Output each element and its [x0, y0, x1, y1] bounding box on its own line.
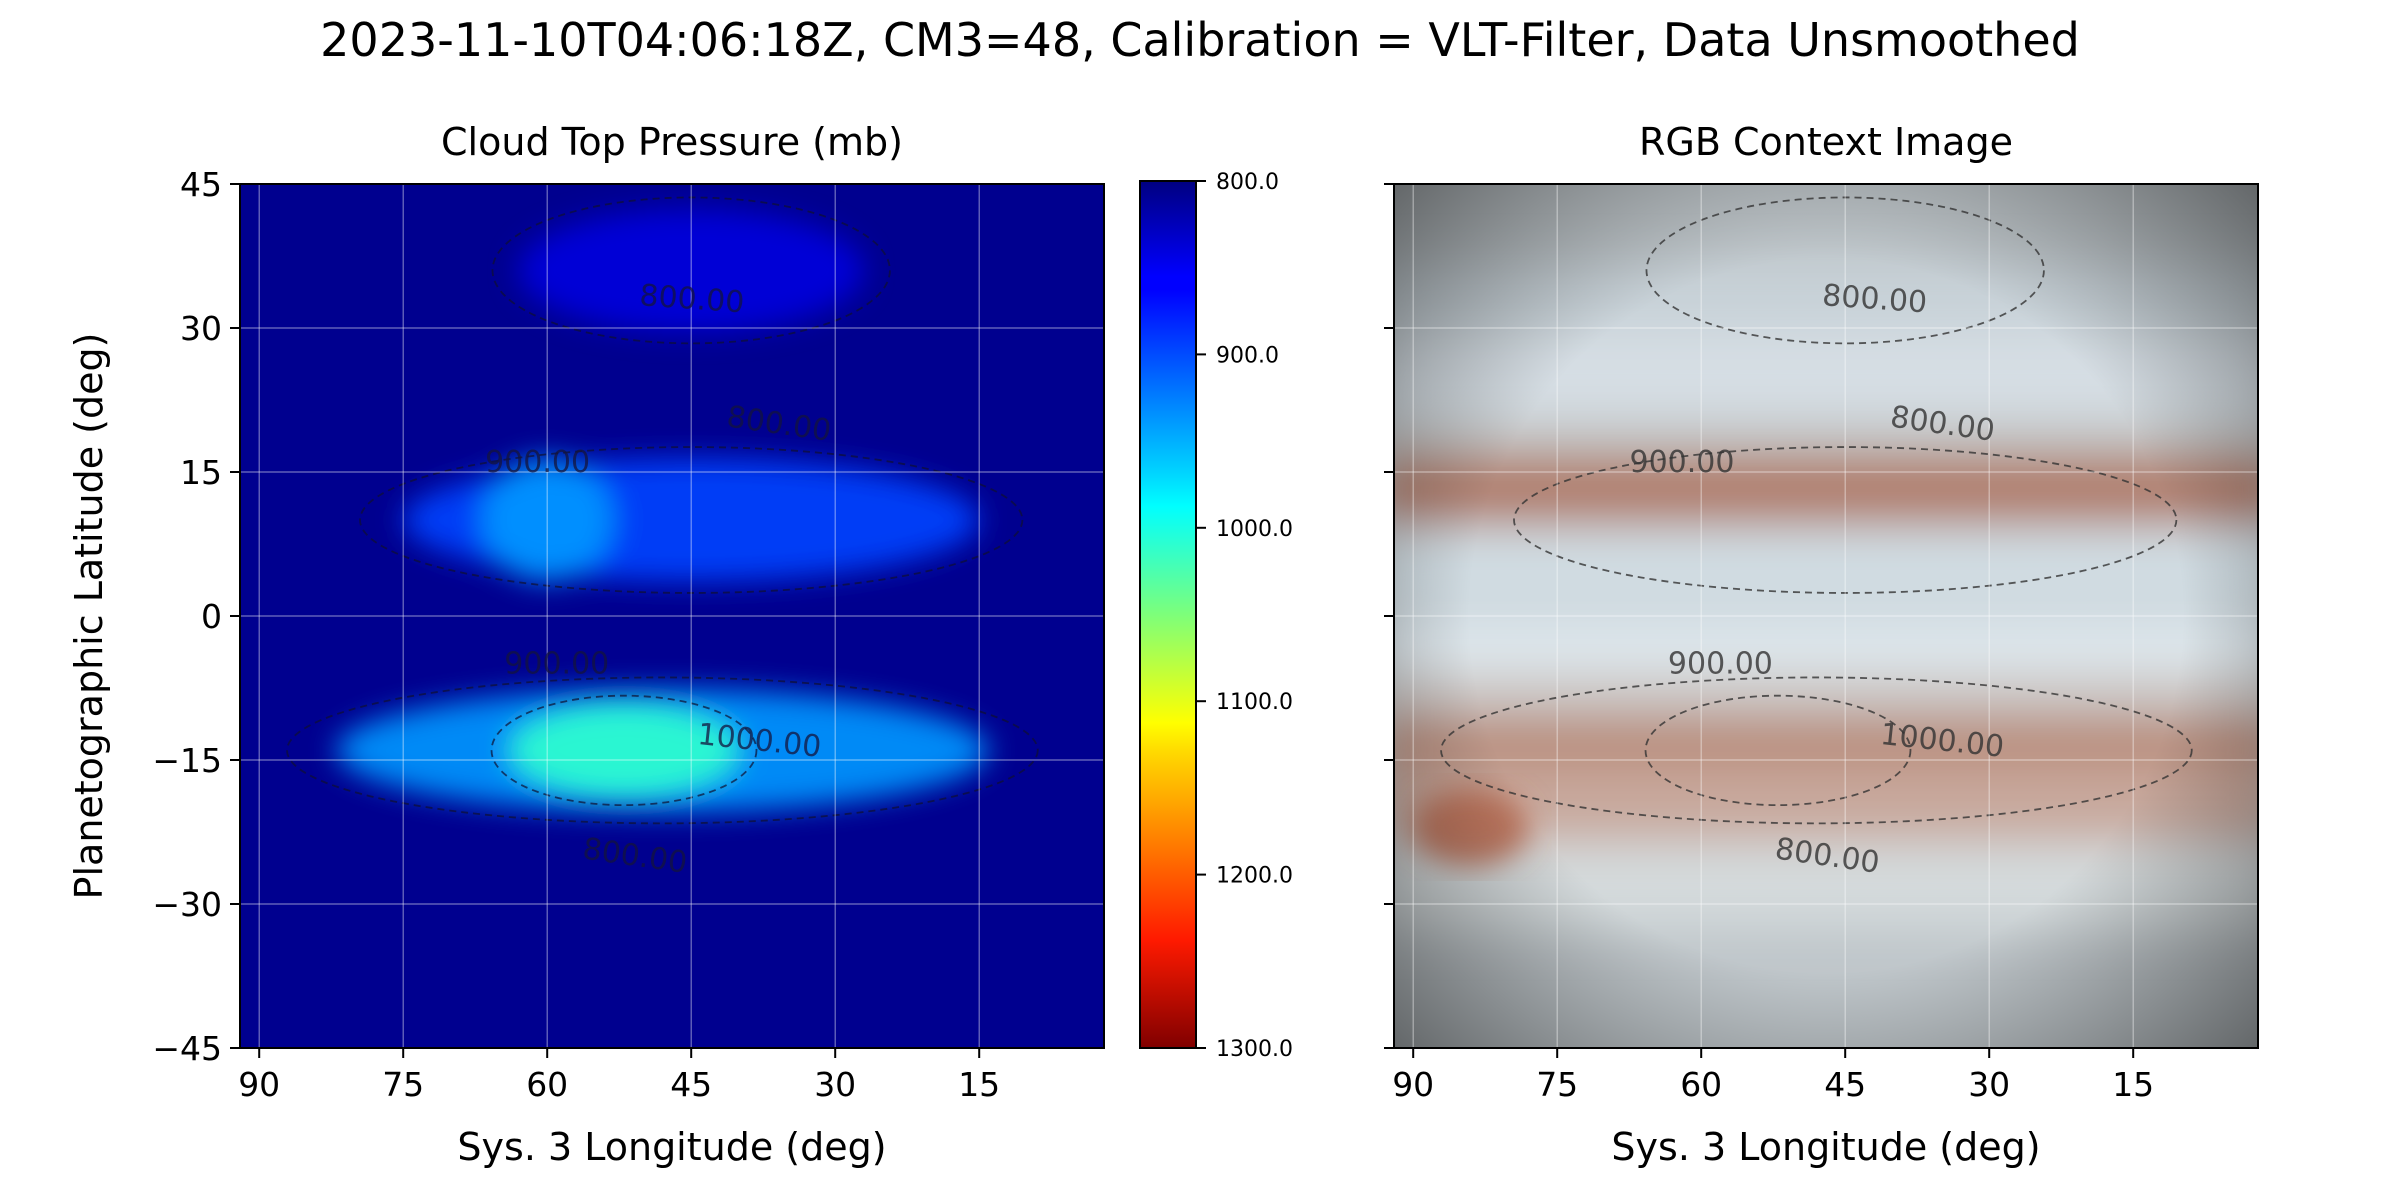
x-tick-label: 90: [1392, 1065, 1434, 1104]
pressure-feature: [508, 704, 740, 797]
pressure-y-ticks: 45 30 15 0 −15 −30 −45: [152, 165, 240, 1068]
contour-line: [286, 676, 1039, 825]
contour-line: [1644, 694, 1912, 807]
pressure-field: [336, 208, 989, 812]
y-tick-label: 0: [201, 597, 222, 636]
pressure-feature: [518, 208, 864, 332]
y-tick-label: −30: [152, 885, 222, 924]
y-tick-label: −15: [152, 741, 222, 780]
contour-label: 900.00: [485, 445, 590, 480]
pressure-feature: [480, 458, 615, 582]
x-tick-label: 60: [1680, 1065, 1722, 1104]
rgb-y-ticks: [1384, 183, 1394, 1049]
colorbar-tick-label: 800.0: [1216, 170, 1279, 195]
colorbar-tick-label: 1000.0: [1216, 517, 1293, 542]
rgb-title: RGB Context Image: [1639, 120, 2013, 164]
rgb-x-ticks: 90 75 60 45 30 15: [1392, 1048, 2154, 1104]
x-tick-label: 45: [1824, 1065, 1866, 1104]
colorbar-tick-label: 900.0: [1216, 343, 1279, 368]
pressure-xlabel: Sys. 3 Longitude (deg): [457, 1125, 886, 1169]
rgb-vignette: [1394, 184, 2258, 1048]
contour-label: 900.00: [1630, 445, 1735, 480]
y-tick-label: 45: [180, 165, 222, 204]
contour-line: [359, 446, 1024, 594]
rgb-xlabel: Sys. 3 Longitude (deg): [1611, 1125, 2040, 1169]
x-tick-label: 15: [2112, 1065, 2154, 1104]
rgb-contours: [1440, 196, 2193, 825]
rgb-grid: [1394, 184, 2258, 1048]
y-tick-label: 30: [180, 309, 222, 348]
x-tick-label: 90: [238, 1065, 280, 1104]
contour-line: [490, 694, 758, 807]
pressure-colorbar: 800.0 900.0 1000.0 1100.0 1200.0 1300.0: [1139, 170, 1293, 1062]
contour-label: 800.00: [1821, 278, 1928, 320]
colorbar-tick-label: 1100.0: [1216, 690, 1293, 715]
figure-suptitle: 2023-11-10T04:06:18Z, CM3=48, Calibratio…: [320, 13, 2080, 67]
contour-line: [1440, 676, 2193, 825]
contour-line: [1513, 446, 2178, 594]
x-tick-label: 75: [382, 1065, 424, 1104]
contour-label: 900.00: [1668, 647, 1773, 682]
colorbar-tick-label: 1200.0: [1216, 864, 1293, 889]
rgb-panel: RGB Context Image 800.00800.00900.00900.…: [1384, 120, 2259, 1169]
contour-label: 800.00: [638, 278, 745, 320]
pressure-title: Cloud Top Pressure (mb): [441, 120, 903, 164]
contour-line: [491, 196, 891, 345]
colorbar-gradient: [1139, 180, 1197, 1049]
x-tick-label: 30: [1968, 1065, 2010, 1104]
y-tick-label: 15: [180, 453, 222, 492]
contour-label: 900.00: [504, 647, 609, 682]
pressure-x-ticks: 90 75 60 45 30 15: [238, 1048, 1000, 1104]
x-tick-label: 45: [670, 1065, 712, 1104]
x-tick-label: 60: [526, 1065, 568, 1104]
pressure-grid: [240, 184, 1104, 1048]
pressure-ylabel: Planetographic Latitude (deg): [67, 333, 111, 900]
contour-line: [1645, 196, 2045, 345]
y-tick-label: −45: [152, 1029, 222, 1068]
x-tick-label: 75: [1536, 1065, 1578, 1104]
x-tick-label: 30: [814, 1065, 856, 1104]
pressure-panel: Cloud Top Pressure (mb) 800.00800.00900.…: [67, 120, 1105, 1169]
x-tick-label: 15: [958, 1065, 1000, 1104]
pressure-contours: [286, 196, 1039, 825]
colorbar-ticks: 800.0 900.0 1000.0 1100.0 1200.0 1300.0: [1196, 170, 1293, 1062]
colorbar-tick-label: 1300.0: [1216, 1037, 1293, 1062]
